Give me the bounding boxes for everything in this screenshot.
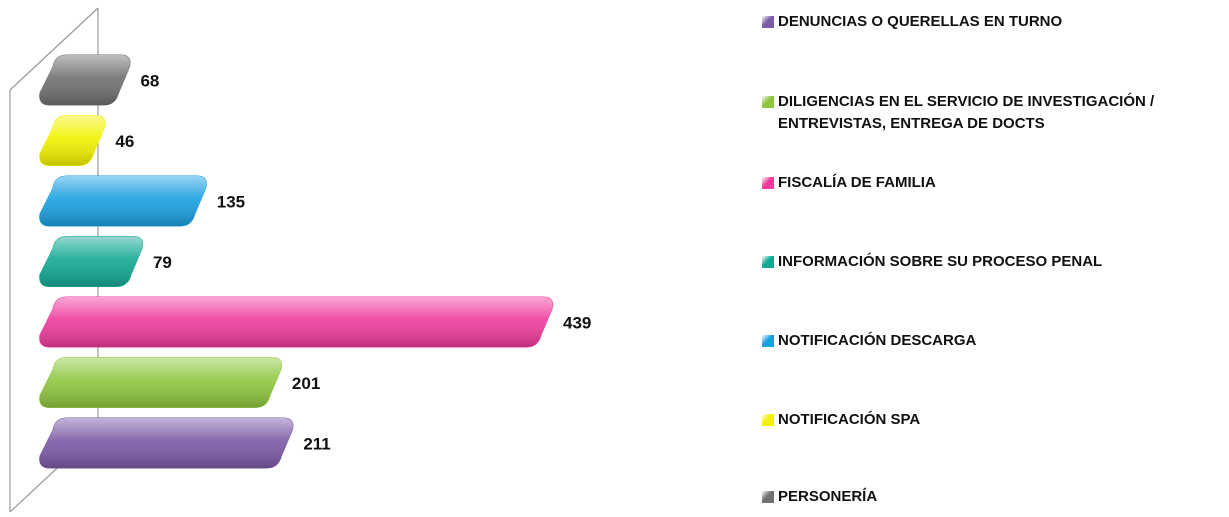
bar-shine [39,357,282,408]
legend-label: PERSONERÍA [778,488,878,505]
legend-item: FISCALÍA DE FAMILIA [760,172,1220,194]
legend-label: NOTIFICACIÓN SPA [778,411,921,428]
value-label: 439 [563,313,591,332]
legend-item: PERSONERÍA [760,486,1220,508]
legend-label: NOTIFICACIÓN DESCARGA [778,332,977,349]
legend-swatch [762,256,774,268]
legend-label: DENUNCIAS O QUERELLAS EN TURNO [778,13,1063,30]
legend-item: DILIGENCIAS EN EL SERVICIO DE INVESTIGAC… [760,91,1220,135]
legend-swatch [762,335,774,347]
legend-swatch [762,177,774,189]
legend-label: FISCALÍA DE FAMILIA [778,174,936,191]
bar-shine [39,176,207,226]
bar-shine [39,236,143,287]
legend-item: NOTIFICACIÓN DESCARGA [760,330,1220,352]
legend-item: INFORMACIÓN SOBRE SU PROCESO PENAL [760,251,1220,273]
value-label: 135 [217,192,245,211]
value-label: 211 [303,434,330,453]
bar-shine [39,115,105,166]
value-label: 46 [115,132,134,151]
bar-shine [39,418,293,468]
bar-shine [39,55,131,105]
legend-swatch [762,16,774,28]
bar-shine [39,297,553,347]
chart: 211 201 439 79 135 46 68 [9,7,591,513]
legend-label: INFORMACIÓN SOBRE SU PROCESO PENAL [778,253,1103,270]
legend-swatch [762,96,774,108]
legend-item: NOTIFICACIÓN SPA [760,409,1220,431]
value-label: 201 [292,374,320,393]
legend-swatch [762,414,774,426]
bars: 211 201 439 79 135 46 68 [39,54,591,469]
value-label: 79 [153,253,172,272]
legend-swatch [762,491,774,503]
value-label: 68 [140,71,159,90]
legend-label: DILIGENCIAS EN EL SERVICIO DE INVESTIGAC… [778,93,1155,132]
legend: DENUNCIAS O QUERELLAS EN TURNO DILIGENCIA… [760,0,1220,517]
legend-item: DENUNCIAS O QUERELLAS EN TURNO [760,11,1220,33]
